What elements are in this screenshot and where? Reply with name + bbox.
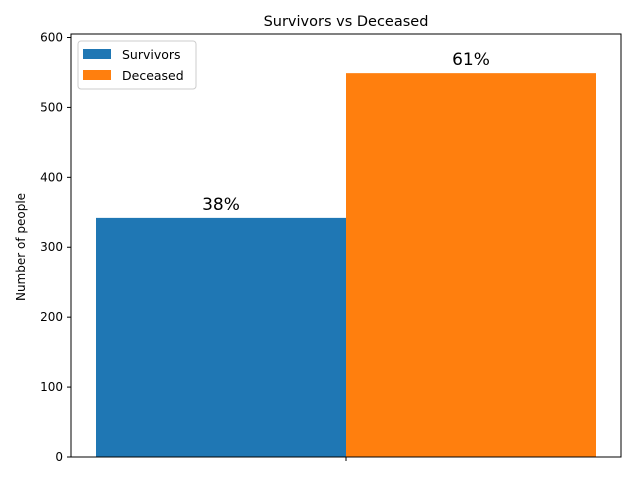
bars-layer (96, 73, 596, 457)
bar-labels-layer: 38% 61% (202, 50, 490, 215)
y-tick-label: 300 (40, 240, 63, 254)
legend-label-survivors: Survivors (122, 47, 181, 62)
legend-label-deceased: Deceased (122, 68, 184, 83)
axes-layer: 0 100 200 300 400 500 600 (40, 30, 622, 464)
bar-label-survivors: 38% (202, 195, 240, 215)
legend-swatch-deceased (83, 70, 111, 80)
y-tick-label: 600 (40, 30, 63, 44)
y-tick-label: 500 (40, 100, 63, 114)
y-tick-label: 400 (40, 170, 63, 184)
y-tick-label: 0 (55, 450, 63, 464)
legend-swatch-survivors (83, 49, 111, 59)
bar-label-deceased: 61% (452, 50, 490, 70)
bar-survivors (96, 217, 346, 457)
chart-title: Survivors vs Deceased (264, 14, 429, 30)
y-tick-label: 100 (40, 380, 63, 394)
y-axis-label: Number of people (14, 193, 28, 301)
y-tick-label: 200 (40, 310, 63, 324)
legend: Survivors Deceased (77, 40, 197, 90)
bar-deceased (346, 73, 596, 457)
